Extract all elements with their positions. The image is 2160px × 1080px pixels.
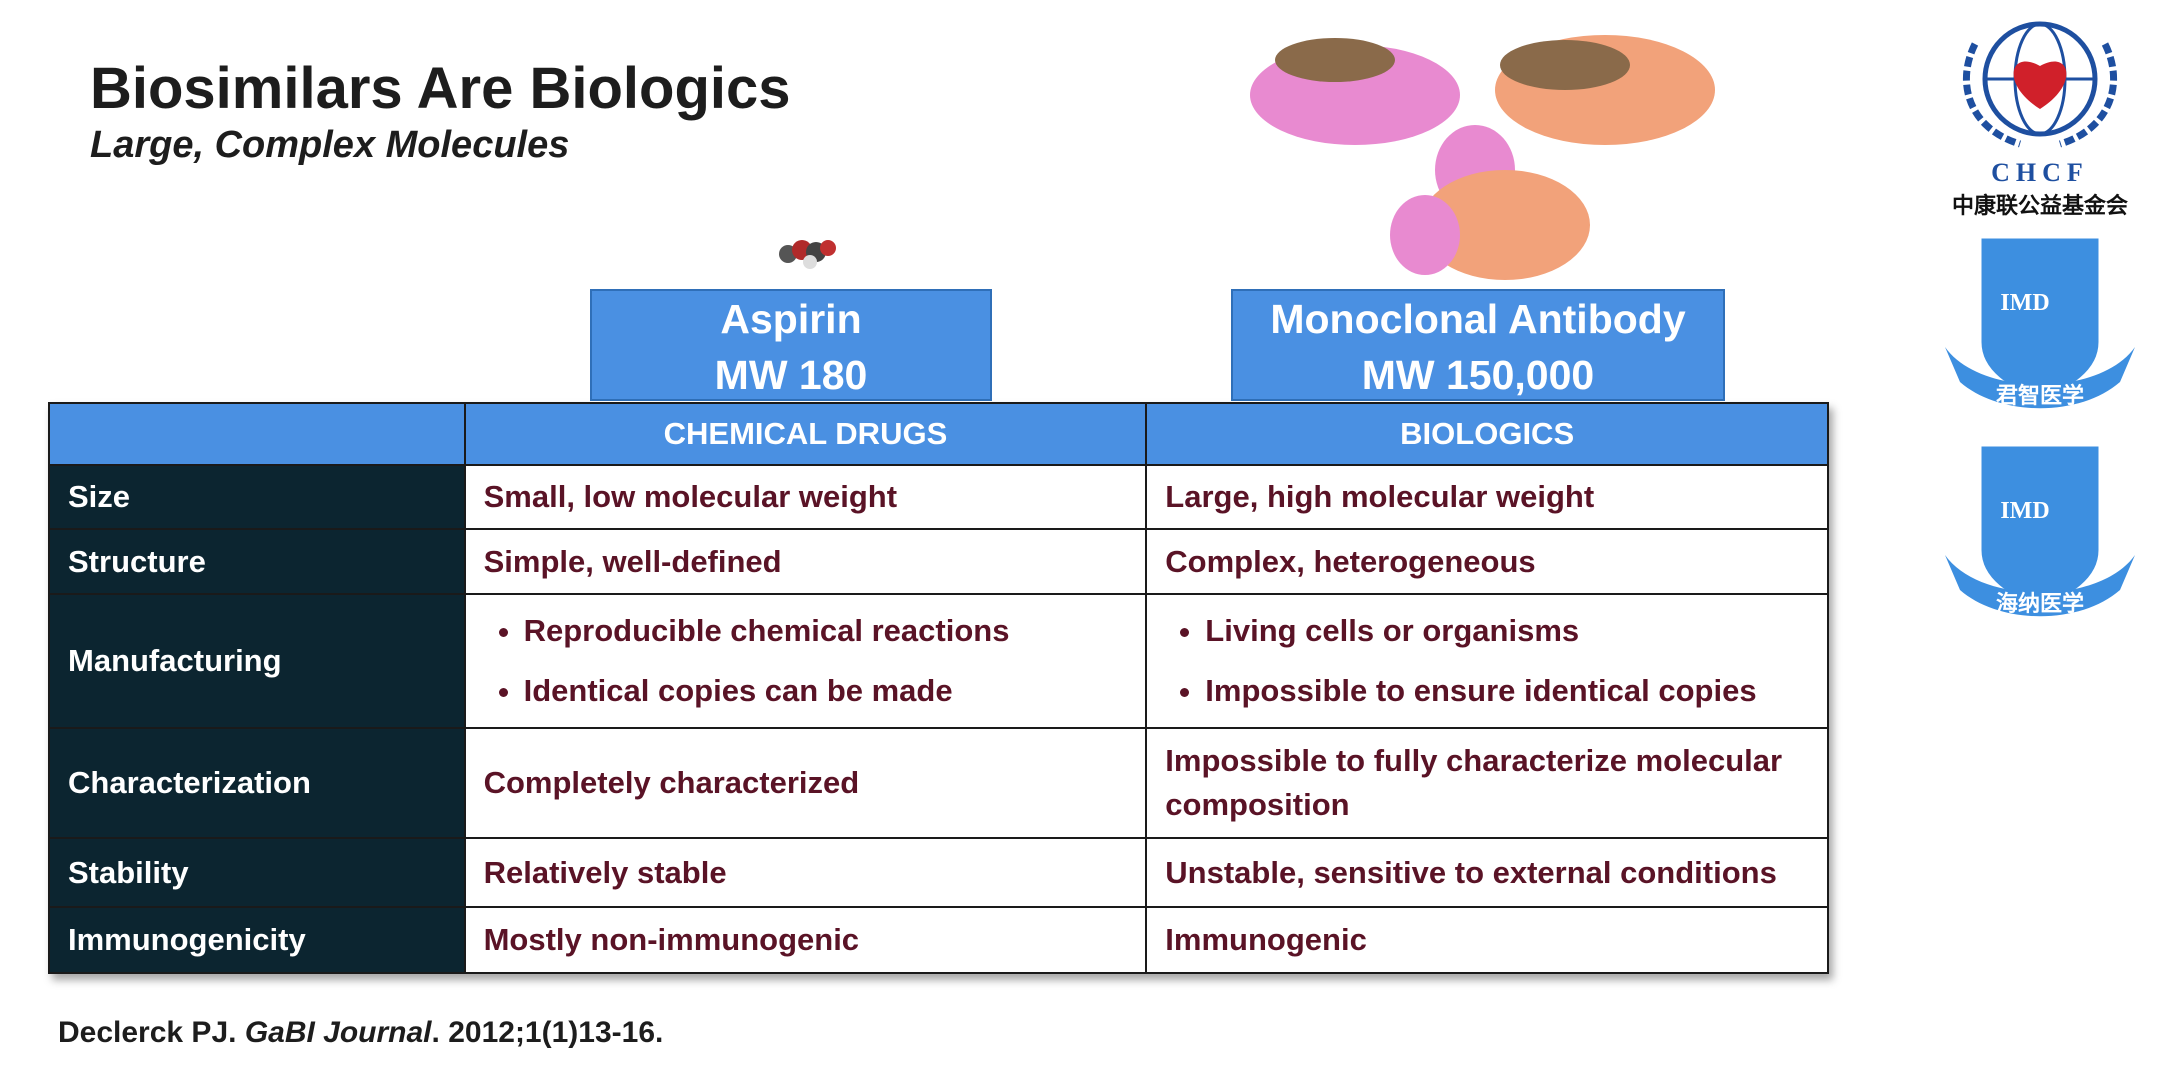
row-label: Manufacturing bbox=[48, 593, 466, 729]
table-cell: Reproducible chemical reactionsIdentical… bbox=[463, 593, 1148, 729]
table-cell: Complex, heterogeneous bbox=[1145, 528, 1829, 595]
chcf-emblem bbox=[1962, 21, 2118, 148]
row-label: Characterization bbox=[48, 727, 466, 839]
table-row: Immunogenicity Mostly non-immunogenic Immu… bbox=[48, 906, 1829, 974]
table-cell: Unstable, sensitive to external conditio… bbox=[1145, 837, 1829, 908]
cell-text: Simple, well-defined bbox=[483, 543, 782, 579]
antibody-box: Monoclonal Antibody MW 150,000 bbox=[1231, 289, 1725, 401]
molecule-weight: MW 180 bbox=[714, 352, 868, 398]
table-row: Structure Simple, well-defined Complex, he… bbox=[48, 528, 1829, 595]
cell-text: Mostly non-immunogenic bbox=[483, 922, 860, 957]
table-row: ManufacturingReproducible chemical react… bbox=[48, 593, 1829, 729]
citation-author: Declerck PJ. bbox=[58, 1016, 237, 1049]
bullet-item: Impossible to ensure identical copies bbox=[1205, 661, 1809, 721]
table-row: Characterization Completely characterized… bbox=[48, 727, 1829, 839]
bullet-list: Living cells or organismsImpossible to e… bbox=[1165, 601, 1809, 721]
bullet-item: Living cells or organisms bbox=[1205, 601, 1809, 661]
header-row: CHEMICAL DRUGS BIOLOGICS bbox=[48, 402, 1829, 466]
table-cell: Simple, well-defined bbox=[463, 528, 1148, 595]
imd-shield-1 bbox=[1945, 235, 2135, 409]
imd-shield-2 bbox=[1945, 443, 2135, 617]
cell-text: Unstable, sensitive to external conditio… bbox=[1165, 854, 1777, 890]
table-row: Stability Relatively stable Unstable, sens… bbox=[48, 837, 1829, 908]
column-header: CHEMICAL DRUGS bbox=[463, 402, 1148, 466]
aspirin-molecule bbox=[779, 240, 836, 269]
bullet-list: Reproducible chemical reactionsIdentical… bbox=[484, 601, 1128, 721]
cell-text: Immunogenic bbox=[1165, 922, 1367, 957]
table-cell: Immunogenic bbox=[1145, 906, 1829, 974]
title: Biosimilars Are Biologics bbox=[90, 56, 791, 121]
bullet-item: Identical copies can be made bbox=[524, 661, 1128, 721]
cell-text: Complex, heterogeneous bbox=[1165, 543, 1536, 579]
molecule-name: Monoclonal Antibody bbox=[1270, 296, 1686, 342]
row-label: Stability bbox=[48, 837, 466, 908]
bullet-item: Reproducible chemical reactions bbox=[524, 601, 1128, 661]
cell-text: Completely characterized bbox=[483, 765, 860, 800]
table-row: Size Small, low molecular weight Large, hi… bbox=[48, 464, 1829, 530]
citation: Declerck PJ. GaBI Journal. 2012;1(1)13-1… bbox=[58, 1016, 663, 1050]
corner-cell bbox=[48, 402, 466, 466]
table-cell: Large, high molecular weight bbox=[1145, 464, 1829, 530]
table-cell: Mostly non-immunogenic bbox=[463, 906, 1148, 974]
comparison-table: CHEMICAL DRUGS BIOLOGICS Size Small, low … bbox=[48, 402, 1829, 974]
row-label: Size bbox=[48, 464, 466, 530]
table-cell: Relatively stable bbox=[463, 837, 1148, 908]
cell-text: Impossible to fully characterize molecul… bbox=[1165, 743, 1783, 822]
imd-name: 君智医学 bbox=[1995, 383, 2084, 408]
citation-journal: GaBI Journal bbox=[244, 1016, 432, 1049]
cell-text: Relatively stable bbox=[483, 854, 727, 890]
imd-mark: IMD bbox=[2000, 498, 2050, 524]
cell-text: Large, high molecular weight bbox=[1165, 479, 1595, 514]
table-cell: Living cells or organismsImpossible to e… bbox=[1145, 593, 1829, 729]
cell-text: Small, low molecular weight bbox=[483, 479, 898, 514]
chcf-abbr: CHCF bbox=[1991, 158, 2089, 187]
chcf-name: 中康联公益基金会 bbox=[1951, 193, 2128, 218]
aspirin-box: Aspirin MW 180 bbox=[590, 289, 992, 401]
row-label: Structure bbox=[48, 528, 466, 595]
imd-name: 海纳医学 bbox=[1995, 591, 2084, 616]
citation-details: . 2012;1(1)13-16. bbox=[431, 1016, 664, 1049]
table-cell: Impossible to fully characterize molecul… bbox=[1145, 727, 1829, 839]
molecule-name: Aspirin bbox=[720, 296, 862, 342]
subtitle: Large, Complex Molecules bbox=[90, 124, 570, 166]
molecule-weight: MW 150,000 bbox=[1361, 352, 1595, 398]
table-cell: Completely characterized bbox=[463, 727, 1148, 839]
imd-mark: IMD bbox=[2000, 290, 2050, 316]
row-label: Immunogenicity bbox=[48, 906, 466, 974]
column-header: BIOLOGICS bbox=[1145, 402, 1829, 466]
antibody-molecule bbox=[1250, 35, 1715, 280]
table-cell: Small, low molecular weight bbox=[463, 464, 1148, 530]
